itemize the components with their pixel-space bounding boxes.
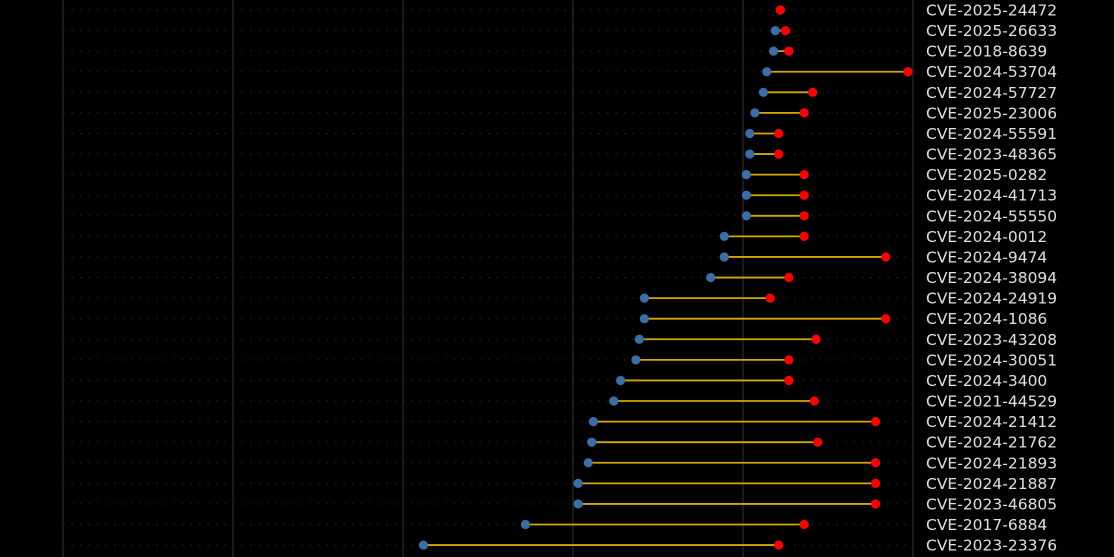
end-point [871,478,881,488]
end-point [784,272,794,283]
start-point [616,375,626,386]
category-label: CVE-2023-23376 [926,537,1057,555]
start-point [719,252,729,262]
start-point [719,231,729,241]
category-label: CVE-2023-43208 [926,331,1057,349]
category-label: CVE-2024-30051 [926,351,1057,369]
category-label: CVE-2024-38094 [926,269,1057,287]
start-point [745,128,755,139]
category-label: CVE-2017-6884 [926,516,1047,534]
end-point [903,67,913,77]
category-label: CVE-2024-21893 [926,454,1057,472]
end-point [774,149,784,159]
start-point [609,396,619,406]
category-label: CVE-2024-0012 [926,228,1047,246]
end-point [784,375,794,386]
start-point [573,499,583,509]
start-point [706,272,716,283]
start-point [741,211,752,221]
start-point [762,67,772,77]
end-point [799,108,809,118]
category-label: CVE-2024-21412 [926,413,1057,431]
end-point [784,355,794,365]
category-labels: CVE-2025-24472 CVE-2025-26633 CVE-2018-863… [926,2,1057,555]
end-point [813,437,823,447]
category-label: CVE-2024-55550 [926,207,1057,225]
category-label: CVE-2023-48365 [926,146,1057,164]
start-point [588,417,599,427]
category-label: CVE-2025-23006 [926,104,1057,122]
start-point [631,355,641,365]
end-point [809,396,820,406]
start-point [634,334,644,344]
category-label: CVE-2024-41713 [926,187,1057,205]
end-point [799,190,809,200]
start-point [769,46,779,56]
start-point [587,437,597,447]
category-label: CVE-2025-0282 [926,166,1047,184]
end-point [881,314,891,324]
category-label: CVE-2024-24919 [926,290,1057,308]
start-point [745,149,755,159]
start-point [573,478,583,488]
category-label: CVE-2024-21762 [926,434,1057,452]
end-point [799,231,809,241]
category-label: CVE-2024-21887 [926,475,1057,493]
end-point [774,540,784,550]
end-point [774,128,784,139]
start-point [758,87,769,97]
end-point [799,170,809,180]
category-label: CVE-2018-8639 [926,43,1047,61]
start-point [639,314,650,324]
category-label: CVE-2023-46805 [926,495,1057,513]
end-point [775,5,786,15]
category-label: CVE-2021-44529 [926,393,1057,411]
start-point [583,458,593,468]
category-label: CVE-2024-3400 [926,372,1047,390]
end-point [871,499,881,509]
category-label: CVE-2025-24472 [926,2,1057,20]
category-label: CVE-2024-9474 [926,248,1047,266]
end-point [871,458,881,468]
start-point [741,190,752,200]
grid [62,0,914,557]
end-point [784,46,794,56]
start-point [418,540,428,550]
start-point [520,519,531,530]
category-label: CVE-2024-55591 [926,125,1057,143]
category-label: CVE-2024-57727 [926,84,1057,102]
end-point [799,519,809,530]
end-point [780,25,791,36]
marks [418,5,913,550]
end-point [808,87,818,97]
start-point [750,108,760,118]
end-point [871,417,881,427]
start-point [741,170,752,180]
category-label: CVE-2025-26633 [926,22,1057,40]
category-label: CVE-2024-1086 [926,310,1047,328]
end-point [799,211,809,221]
start-point [639,293,650,303]
end-point [765,293,775,303]
end-point [881,252,891,262]
end-point [811,334,821,344]
category-label: CVE-2024-53704 [926,63,1057,81]
start-point [770,25,780,36]
